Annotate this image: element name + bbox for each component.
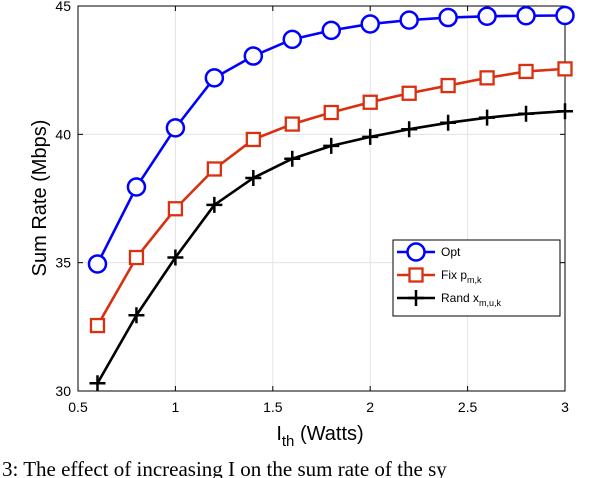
data-point	[128, 307, 145, 324]
x-axis-label-main: I	[276, 423, 282, 445]
legend-item: Fix pm,k	[397, 267, 482, 285]
data-point	[516, 6, 536, 26]
legend-marker	[406, 242, 426, 262]
data-point	[167, 249, 184, 266]
data-point	[518, 63, 534, 80]
legend-label: Rand xm,u,k	[441, 291, 502, 308]
data-point	[245, 131, 261, 148]
x-axis-label: Ith (Watts)	[276, 423, 363, 450]
data-point	[518, 105, 535, 122]
x-axis-label-sub: th	[282, 433, 295, 450]
y-tick-label: 40	[55, 126, 71, 142]
data-point	[399, 10, 419, 30]
x-axis-label-rest: (Watts)	[294, 423, 363, 445]
data-point	[323, 104, 339, 121]
data-point	[206, 161, 223, 177]
plot-area-frame	[77, 5, 566, 392]
data-point	[362, 128, 379, 145]
data-point	[323, 137, 340, 154]
y-tick-label: 45	[55, 0, 71, 14]
data-point	[245, 169, 262, 186]
x-tick-label: 1	[172, 399, 180, 415]
data-point	[401, 121, 418, 138]
x-ticks: 0.5 1 1.5 2 2.5 3	[68, 6, 569, 415]
data-point	[87, 254, 108, 274]
x-tick-label: 2	[366, 399, 374, 415]
legend-label: Opt	[441, 245, 461, 259]
data-point	[284, 150, 301, 167]
legend-item: Rand xm,u,k	[397, 290, 502, 308]
y-axis-label: Sum Rate (Mbps)	[29, 120, 51, 277]
data-point	[89, 317, 106, 334]
y-tick-label: 35	[55, 255, 71, 271]
data-point	[440, 114, 457, 131]
data-point	[555, 5, 575, 26]
legend-marker	[408, 267, 424, 283]
x-tick-label: 3	[561, 399, 569, 415]
data-point	[557, 103, 573, 120]
x-tick-label: 2.5	[458, 399, 478, 415]
data-point	[557, 61, 573, 77]
data-point	[362, 94, 378, 110]
data-point	[282, 29, 303, 50]
data-point	[477, 6, 497, 27]
data-point	[165, 118, 186, 138]
data-point	[204, 68, 225, 88]
data-point	[401, 85, 417, 101]
legend-marker	[408, 290, 424, 306]
data-point	[438, 7, 458, 28]
legend: Opt Fix pm,k Rand xm,u,k	[392, 239, 561, 317]
figure-caption: 3: The effect of increasing I on the sum…	[2, 457, 447, 478]
series-group	[87, 5, 575, 392]
data-point	[321, 20, 341, 41]
series-3	[89, 103, 573, 392]
y-ticks: 30 35 40 45	[55, 0, 565, 399]
grid-lines	[78, 6, 565, 391]
data-point	[89, 375, 106, 392]
series-2	[89, 61, 573, 334]
y-tick-label: 30	[55, 383, 71, 399]
data-point	[167, 201, 184, 217]
series-1	[87, 5, 575, 274]
data-point	[360, 14, 380, 34]
data-point	[284, 116, 300, 132]
x-tick-label: 0.5	[68, 399, 88, 415]
data-point	[206, 196, 223, 213]
data-point	[126, 177, 147, 197]
data-point	[440, 77, 456, 94]
data-point	[243, 46, 264, 66]
data-point	[479, 70, 495, 86]
legend-label: Fix pm,k	[441, 268, 482, 285]
x-tick-label: 1.5	[263, 399, 283, 415]
data-point	[479, 109, 496, 126]
data-point	[128, 249, 145, 266]
legend-item: Opt	[397, 242, 461, 262]
